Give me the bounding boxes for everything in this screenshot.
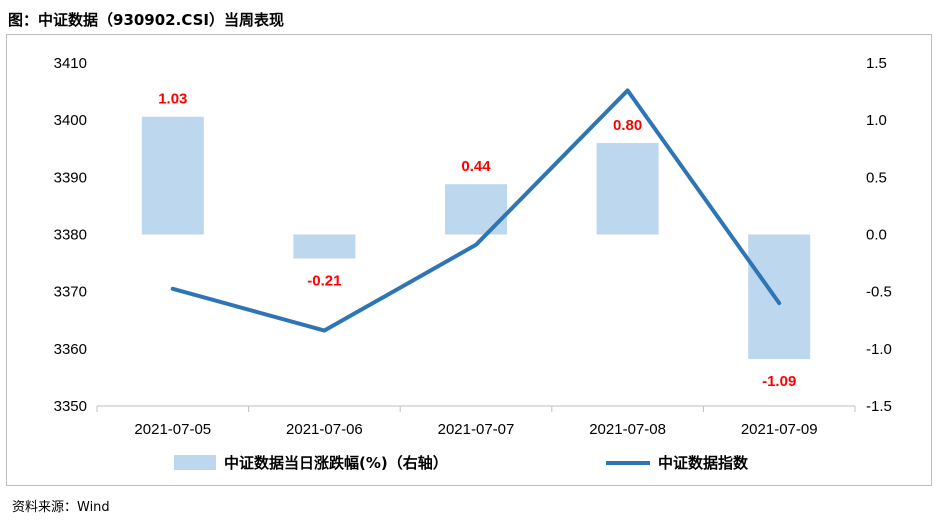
- x-tick-label: 2021-07-08: [589, 421, 666, 438]
- left-tick-label: 3350: [54, 398, 87, 415]
- x-tick-label: 2021-07-07: [438, 421, 515, 438]
- index-line: [170, 88, 782, 333]
- legend-bar-swatch: [174, 455, 216, 470]
- right-tick-label: -1.5: [866, 398, 892, 415]
- bar-data-label: 0.44: [461, 158, 491, 175]
- left-tick-label: 3380: [54, 227, 87, 244]
- x-tick-label: 2021-07-09: [741, 421, 818, 438]
- chart-title: 图：中证数据（930902.CSI）当周表现: [8, 11, 284, 29]
- right-tick-label: 1.5: [866, 55, 887, 72]
- left-tick-label: 3400: [54, 112, 87, 129]
- left-tick-label: 3390: [54, 169, 87, 186]
- bar-data-label: 1.03: [158, 91, 187, 108]
- right-tick-label: 0.5: [866, 169, 887, 186]
- legend-bar-label: 中证数据当日涨跌幅(%)（右轴）: [224, 454, 448, 472]
- bar-2021-07-06: [293, 234, 356, 259]
- source-note: 资料来源：Wind: [12, 500, 110, 515]
- bar-2021-07-05: [141, 116, 204, 235]
- line-group: [170, 88, 782, 333]
- right-tick-label: -0.5: [866, 284, 892, 301]
- bar-data-label: -1.09: [762, 373, 796, 390]
- bar-2021-07-09: [748, 234, 811, 360]
- x-tick-label: 2021-07-05: [134, 421, 211, 438]
- bar-data-label: -0.21: [307, 273, 341, 290]
- bar-2021-07-08: [596, 143, 659, 235]
- bars-group: [141, 116, 811, 360]
- legend: 中证数据当日涨跌幅(%)（右轴） 中证数据指数: [174, 454, 749, 472]
- chart-frame: [6, 34, 932, 486]
- bar-2021-07-07: [445, 184, 507, 235]
- labels-group: 1.03 -0.21 0.44 0.80 -1.09: [158, 91, 796, 390]
- left-tick-label: 3360: [54, 341, 87, 358]
- left-tick-label: 3370: [54, 284, 87, 301]
- right-tick-label: 0.0: [866, 227, 887, 244]
- x-tick-label: 2021-07-06: [286, 421, 363, 438]
- bar-data-label: 0.80: [613, 117, 642, 134]
- legend-line-label: 中证数据指数: [658, 454, 749, 472]
- right-tick-label: -1.0: [866, 341, 892, 358]
- left-tick-label: 3410: [54, 55, 87, 72]
- x-axis: 2021-07-05 2021-07-06 2021-07-07 2021-07-08…: [54, 55, 892, 438]
- right-tick-label: 1.0: [866, 112, 887, 129]
